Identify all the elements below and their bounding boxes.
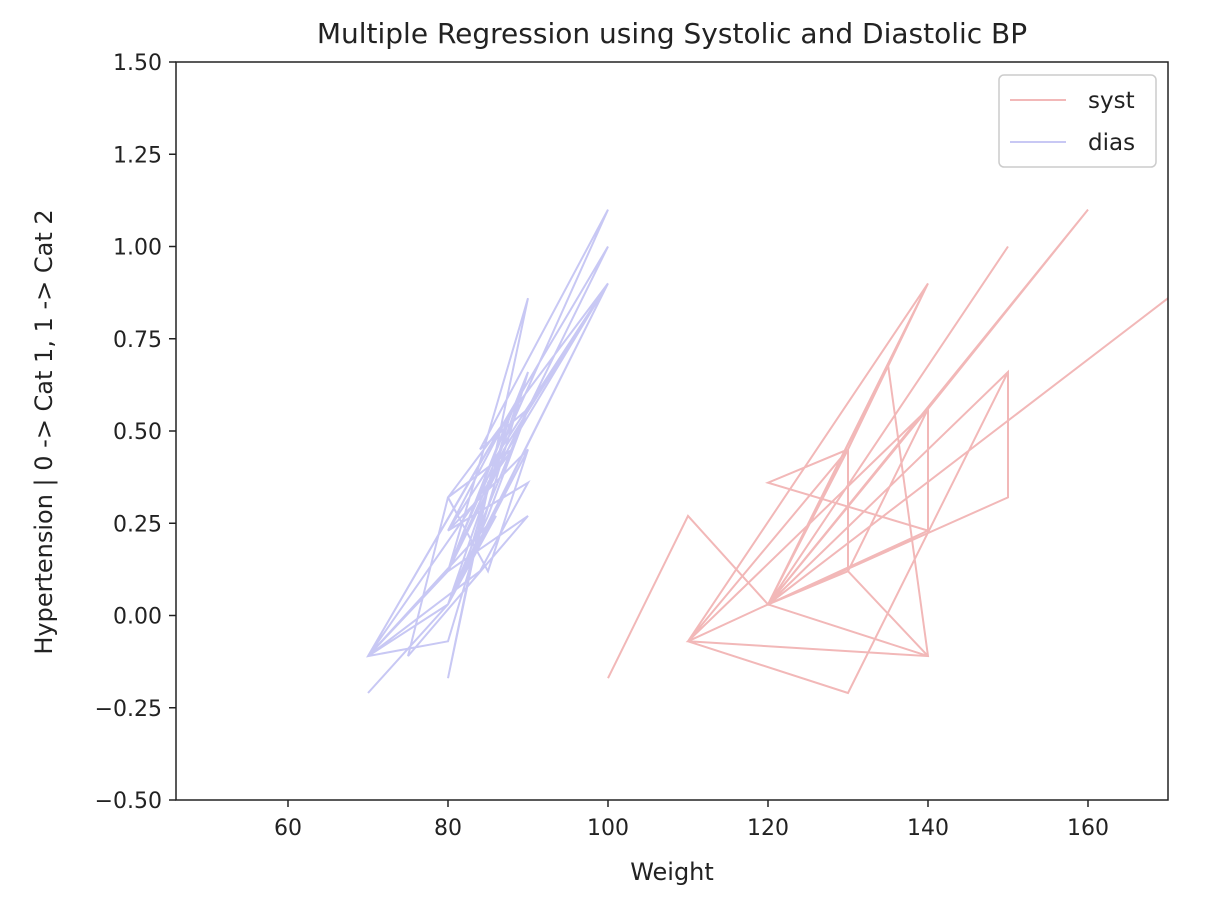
y-tick-label: 1.25 [113, 143, 162, 168]
x-tick-label: 60 [274, 816, 302, 841]
y-tick-label: 0.00 [113, 605, 162, 630]
y-tick-label: 0.25 [113, 512, 162, 537]
legend: syst dias [998, 74, 1157, 168]
x-tick-label: 100 [587, 816, 629, 841]
legend-label-dias: dias [1088, 130, 1135, 156]
series-line-dias [366, 209, 609, 694]
legend-box [998, 74, 1157, 168]
x-tick-label: 140 [907, 816, 949, 841]
y-tick-label: 0.75 [113, 328, 162, 353]
y-tick-label: 1.00 [113, 236, 162, 261]
y-axis: −0.50 −0.25 0.00 0.25 0.50 0.75 1.00 1.25 1.50 [95, 51, 176, 814]
y-axis-label: Hypertension | 0 -> Cat 1, 1 -> Cat 2 [30, 209, 58, 654]
y-tick-label: 1.50 [113, 51, 162, 76]
x-axis-label: Weight [630, 858, 714, 886]
y-tick-label: −0.50 [95, 789, 162, 814]
legend-label-syst: syst [1088, 88, 1135, 114]
series-line-syst [607, 208, 1168, 695]
y-tick-label: 0.50 [113, 420, 162, 445]
x-tick-label: 160 [1067, 816, 1109, 841]
series-layer [366, 208, 1168, 695]
x-tick-label: 80 [434, 816, 462, 841]
x-tick-label: 120 [747, 816, 789, 841]
y-tick-label: −0.25 [95, 697, 162, 722]
x-axis: 60 80 100 120 140 160 [274, 800, 1109, 841]
chart-title: Multiple Regression using Systolic and D… [317, 17, 1027, 50]
